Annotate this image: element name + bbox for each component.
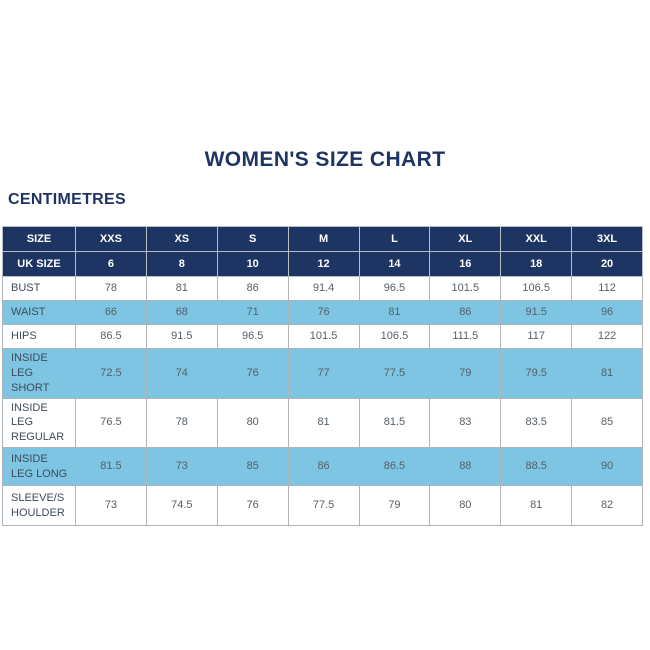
row-label: WAIST <box>2 300 76 325</box>
column-header-m: M <box>287 226 360 252</box>
size-value-cell: 85 <box>571 397 643 449</box>
column-header-l: L <box>358 226 431 252</box>
size-value-cell: 83 <box>429 397 502 449</box>
size-value-cell: 66 <box>75 300 147 325</box>
size-value-cell: 80 <box>216 397 289 449</box>
size-value-cell: 73 <box>75 485 147 527</box>
uk-size-value: 16 <box>429 251 502 277</box>
table-row-inside-leg-short: INSIDE LEG SHORT 72.5 74 76 77 77.5 79 7… <box>2 348 643 399</box>
row-label: HIPS <box>2 324 76 349</box>
size-value-cell: 81 <box>358 300 431 325</box>
column-header-s: S <box>216 226 289 252</box>
page-title: WOMEN'S SIZE CHART <box>204 148 446 171</box>
size-value-cell: 76 <box>216 348 289 399</box>
size-value-cell: 86 <box>216 276 289 301</box>
size-value-cell: 81.5 <box>358 397 431 449</box>
size-value-cell: 78 <box>75 276 147 301</box>
size-value-cell: 81 <box>145 276 218 301</box>
size-value-cell: 74.5 <box>145 485 218 527</box>
size-value-cell: 76 <box>216 485 289 527</box>
size-value-cell: 81 <box>287 397 360 449</box>
size-value-cell: 122 <box>571 324 643 349</box>
size-value-cell: 88.5 <box>500 447 573 487</box>
size-value-cell: 86 <box>429 300 502 325</box>
size-value-cell: 96.5 <box>216 324 289 349</box>
size-value-cell: 101.5 <box>287 324 360 349</box>
column-header-3xl: 3XL <box>571 226 643 252</box>
uk-size-value: 12 <box>287 251 360 277</box>
table-row-waist: WAIST 66 68 71 76 81 86 91.5 96 <box>2 300 643 325</box>
table-row-inside-leg-regular: INSIDE LEG REGULAR 76.5 78 80 81 81.5 83… <box>2 397 643 449</box>
row-label: INSIDE LEG REGULAR <box>2 397 76 449</box>
row-label: SLEEVE/SHOULDER <box>2 485 76 527</box>
size-value-cell: 73 <box>145 447 218 487</box>
column-header-xxl: XXL <box>500 226 573 252</box>
table-row-bust: BUST 78 81 86 91.4 96.5 101.5 106.5 112 <box>2 276 643 301</box>
size-value-cell: 106.5 <box>358 324 431 349</box>
size-value-cell: 71 <box>216 300 289 325</box>
size-value-cell: 96.5 <box>358 276 431 301</box>
size-value-cell: 88 <box>429 447 502 487</box>
size-value-cell: 81.5 <box>75 447 147 487</box>
size-value-cell: 86.5 <box>358 447 431 487</box>
size-value-cell: 72.5 <box>75 348 147 399</box>
table-row-inside-leg-long: INSIDE LEG LONG 81.5 73 85 86 86.5 88 88… <box>2 447 643 487</box>
uk-size-header-row: UK SIZE 6 8 10 12 14 16 18 20 <box>2 251 643 277</box>
size-value-cell: 90 <box>571 447 643 487</box>
uk-size-value: 18 <box>500 251 573 277</box>
row-label: INSIDE LEG LONG <box>2 447 76 487</box>
size-value-cell: 86 <box>287 447 360 487</box>
row-label: INSIDE LEG SHORT <box>2 348 76 399</box>
size-chart-table: SIZE XXS XS S M L XL XXL 3XL UK SIZE 6 8… <box>2 226 643 527</box>
units-label: CENTIMETRES <box>8 191 126 208</box>
size-value-cell: 76.5 <box>75 397 147 449</box>
size-value-cell: 74 <box>145 348 218 399</box>
size-value-cell: 96 <box>571 300 643 325</box>
size-header-row: SIZE XXS XS S M L XL XXL 3XL <box>2 226 643 252</box>
size-value-cell: 81 <box>500 485 573 527</box>
size-value-cell: 106.5 <box>500 276 573 301</box>
uk-size-value: 20 <box>571 251 643 277</box>
uk-size-value: 10 <box>216 251 289 277</box>
size-value-cell: 81 <box>571 348 643 399</box>
size-value-cell: 85 <box>216 447 289 487</box>
size-value-cell: 117 <box>500 324 573 349</box>
table-row-sleeve-shoulder: SLEEVE/SHOULDER 73 74.5 76 77.5 79 80 81… <box>2 485 643 527</box>
column-header-xxs: XXS <box>75 226 147 252</box>
size-value-cell: 83.5 <box>500 397 573 449</box>
size-value-cell: 101.5 <box>429 276 502 301</box>
size-value-cell: 112 <box>571 276 643 301</box>
column-header-xs: XS <box>145 226 218 252</box>
size-value-cell: 77.5 <box>287 485 360 527</box>
uk-size-value: 14 <box>358 251 431 277</box>
size-value-cell: 91.4 <box>287 276 360 301</box>
column-header-size: SIZE <box>2 226 76 252</box>
size-value-cell: 111.5 <box>429 324 502 349</box>
size-value-cell: 79.5 <box>500 348 573 399</box>
row-label: BUST <box>2 276 76 301</box>
size-value-cell: 79 <box>358 485 431 527</box>
size-value-cell: 77 <box>287 348 360 399</box>
size-value-cell: 79 <box>429 348 502 399</box>
column-header-xl: XL <box>429 226 502 252</box>
size-value-cell: 68 <box>145 300 218 325</box>
uk-size-value: 8 <box>145 251 218 277</box>
size-value-cell: 80 <box>429 485 502 527</box>
size-value-cell: 91.5 <box>145 324 218 349</box>
table-row-hips: HIPS 86.5 91.5 96.5 101.5 106.5 111.5 11… <box>2 324 643 349</box>
size-value-cell: 82 <box>571 485 643 527</box>
size-value-cell: 78 <box>145 397 218 449</box>
size-value-cell: 77.5 <box>358 348 431 399</box>
size-value-cell: 91.5 <box>500 300 573 325</box>
size-value-cell: 86.5 <box>75 324 147 349</box>
size-value-cell: 76 <box>287 300 360 325</box>
uk-size-label: UK SIZE <box>2 251 76 277</box>
uk-size-value: 6 <box>75 251 147 277</box>
